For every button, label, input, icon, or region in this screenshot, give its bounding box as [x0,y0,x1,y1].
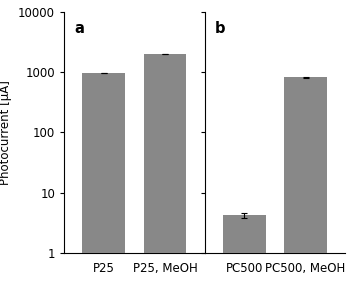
Text: b: b [215,21,225,36]
Bar [83,73,125,294]
Bar [143,54,186,294]
Bar [223,215,266,294]
Text: a: a [74,21,84,36]
Bar [284,77,327,294]
Y-axis label: Photocurrent [µA]: Photocurrent [µA] [0,80,12,185]
